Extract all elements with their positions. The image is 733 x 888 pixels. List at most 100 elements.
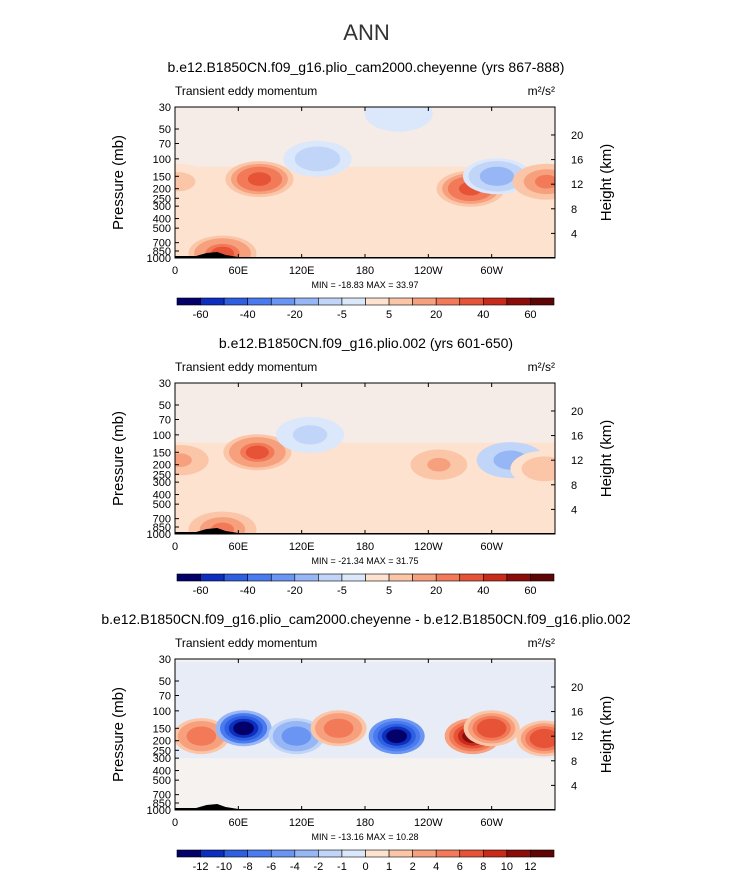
colorbar-label: -20 [287, 309, 303, 321]
y-tick-label: 50 [159, 676, 171, 688]
y-tick-label: 250 [153, 745, 171, 757]
y-tick-label: 50 [159, 400, 171, 412]
contour-field [175, 659, 555, 810]
y-tick-label: 300 [153, 477, 171, 489]
y-tick-label: 850 [153, 246, 171, 258]
colorbar-swatch [506, 297, 531, 306]
x-tick-label: 180 [356, 265, 374, 277]
y-right-axis-label: Height (km) [598, 144, 615, 222]
y-right-tick-label: 16 [571, 707, 583, 719]
contour-feature-3 [285, 729, 307, 743]
chart-subtitle: Transient eddy momentum [175, 84, 317, 98]
colorbar-swatch [223, 849, 248, 858]
contour-feature-3 [298, 428, 322, 442]
chart-title: b.e12.B1850CN.f09_g16.plio.002 (yrs 601-… [219, 335, 513, 351]
y-right-tick-label: 20 [571, 682, 583, 694]
colorbar-swatch [459, 849, 484, 858]
colorbar-label: 6 [457, 861, 463, 873]
contour-feature-7 [534, 174, 555, 189]
colorbar-label: 60 [524, 585, 536, 597]
colorbar-label: -10 [216, 861, 232, 873]
colorbar-swatch [270, 573, 296, 582]
colorbar-swatch [341, 849, 366, 858]
y-right-tick-label: 12 [571, 179, 583, 191]
topography [175, 252, 555, 258]
y-right-axis-label: Height (km) [598, 696, 615, 774]
chart-panel-2: b.e12.B1850CN.f09_g16.plio.002 (yrs 601-… [110, 335, 615, 597]
colorbar-swatch [294, 297, 319, 306]
colorbar-swatch [435, 849, 461, 858]
y-tick-label: 50 [159, 124, 171, 136]
y-right-tick-label: 4 [571, 504, 577, 516]
contour-field [175, 107, 555, 258]
x-tick-label: 120E [289, 541, 315, 553]
stratosphere-band [175, 107, 555, 167]
y-tick-label: 700 [153, 238, 171, 250]
y-right-tick-label: 12 [571, 731, 583, 743]
y-tick-label: 700 [153, 514, 171, 526]
contour-feature-6 [532, 462, 555, 476]
y-tick-label: 200 [153, 736, 171, 748]
x-tick-label: 120E [289, 265, 315, 277]
y-right-tick-label: 4 [571, 780, 577, 792]
page-title: ANN [343, 20, 390, 45]
x-tick-label: 120W [414, 265, 443, 277]
y-tick-label: 1000 [147, 805, 171, 817]
y-tick-label: 700 [153, 790, 171, 802]
x-tick-label: 0 [172, 817, 178, 829]
y-axis-label: Pressure (mb) [110, 135, 127, 230]
x-tick-label: 60E [229, 265, 249, 277]
x-tick-label: 60W [480, 265, 503, 277]
contour-feature-4 [427, 457, 451, 472]
colorbar-swatch [435, 573, 461, 582]
x-tick-label: 120W [414, 541, 443, 553]
x-tick-label: 0 [172, 265, 178, 277]
y-tick-label: 250 [153, 193, 171, 205]
y-tick-label: 70 [159, 138, 171, 150]
colorbar-swatch [412, 849, 437, 858]
contour-feature-7 [481, 721, 503, 736]
colorbar-label: -2 [313, 861, 323, 873]
colorbar-swatch [412, 573, 437, 582]
colorbar-swatch [506, 849, 531, 858]
min-max-stats: MIN = -21.34 MAX = 31.75 [311, 556, 418, 566]
colorbar-swatch [435, 297, 461, 306]
units-label: m²/s² [528, 360, 555, 374]
colorbar-swatch [247, 297, 272, 306]
colorbar-swatch [341, 573, 366, 582]
colorbar-swatch [270, 297, 296, 306]
contour-field [175, 383, 555, 534]
colorbar-label: -4 [290, 861, 300, 873]
colorbar-swatch [341, 297, 366, 306]
contour-feature-2 [233, 721, 255, 736]
colorbar-label: 20 [430, 309, 442, 321]
y-right-tick-label: 8 [571, 480, 577, 492]
colorbar-label: 40 [477, 585, 489, 597]
y-right-tick-label: 16 [571, 431, 583, 443]
x-tick-label: 0 [172, 541, 178, 553]
colorbar-label: -6 [266, 861, 276, 873]
colorbar-swatch [223, 297, 248, 306]
topography [175, 528, 555, 534]
colorbar-label: -60 [193, 309, 209, 321]
chart-title: b.e12.B1850CN.f09_g16.plio_cam2000.cheye… [101, 611, 631, 627]
colorbar-label: 5 [386, 309, 392, 321]
colorbar-label: -5 [337, 585, 347, 597]
y-right-tick-label: 20 [571, 130, 583, 142]
colorbar-swatch [483, 849, 508, 858]
y-tick-label: 250 [153, 469, 171, 481]
y-right-tick-label: 20 [571, 406, 583, 418]
colorbar-swatch [483, 573, 508, 582]
colorbar-swatch [459, 573, 484, 582]
colorbar-swatch [223, 573, 248, 582]
x-tick-label: 120W [414, 817, 443, 829]
y-tick-label: 850 [153, 522, 171, 534]
colorbar-label: -20 [287, 585, 303, 597]
colorbar-swatch [365, 297, 390, 306]
colorbar-label: -40 [240, 309, 256, 321]
y-tick-label: 100 [153, 430, 171, 442]
y-tick-label: 70 [159, 690, 171, 702]
contour-feature-1 [175, 174, 190, 189]
y-right-tick-label: 8 [571, 756, 577, 768]
y-tick-label: 400 [153, 766, 171, 778]
